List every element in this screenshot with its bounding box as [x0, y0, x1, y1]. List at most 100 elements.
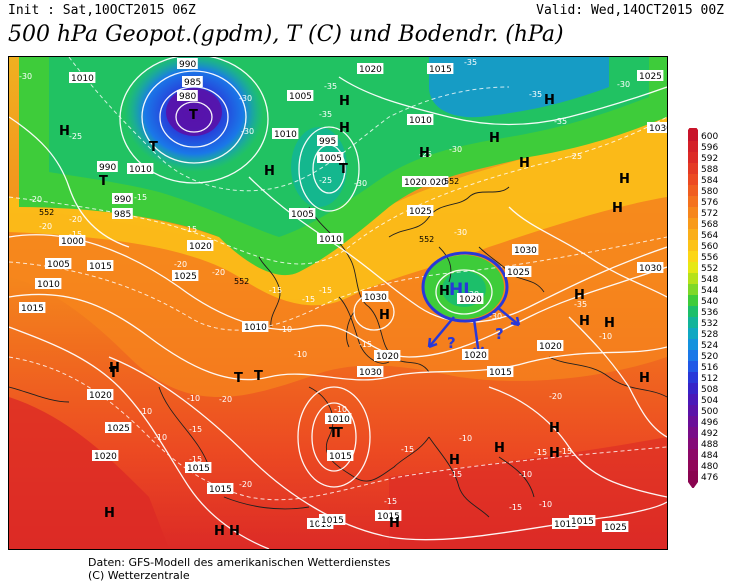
legend-value: 540: [701, 297, 718, 307]
pressure-label: 990: [179, 60, 196, 70]
pressure-label-box: [637, 262, 664, 273]
high-pressure-center: H: [494, 441, 505, 456]
height-label: 552: [39, 208, 54, 217]
high-pressure-center: H: [604, 316, 615, 331]
cold-pool-north: [429, 57, 609, 118]
temperature-label: -10: [139, 407, 152, 416]
pressure-label: 1020: [376, 352, 399, 362]
header: Init : Sat,10OCT2015 06Z Valid: Wed,14OC…: [8, 3, 724, 21]
temperature-label: -35: [574, 300, 587, 309]
temperature-label: -15: [449, 470, 462, 479]
pressure-label-box: [422, 176, 449, 187]
pressure-label: 1025: [639, 72, 662, 82]
pressure-label-box: [357, 366, 384, 377]
pressure-label: 1030: [639, 264, 662, 274]
temperature-label: -35: [554, 117, 567, 126]
temperature-label: -10: [599, 332, 612, 341]
pressure-label: 1025: [409, 207, 432, 217]
pressure-label-box: [172, 270, 199, 281]
high-pressure-center: H: [59, 124, 70, 139]
pressure-label-box: [357, 63, 384, 74]
legend-arrow-top: [688, 128, 698, 130]
temperature-label: -20: [239, 480, 252, 489]
legend-swatch: [688, 262, 698, 273]
temperature-label: -10: [279, 325, 292, 334]
map-title: 500 hPa Geopot.(gpdm), T (C) und Bodendr…: [8, 22, 564, 47]
temperature-label: -20: [69, 215, 82, 224]
pressure-label: 1010: [327, 415, 350, 425]
temperature-label: -30: [466, 290, 479, 299]
pressure-label: 1015: [554, 520, 577, 530]
pressure-label-box: [127, 163, 154, 174]
pressure-label-box: [362, 291, 389, 302]
annotation: HL ? ?: [421, 251, 521, 356]
pressure-label: 1010: [244, 323, 267, 333]
legend-swatch: [688, 207, 698, 218]
legend-value: 592: [701, 154, 718, 164]
pressure-label: 1020: [94, 452, 117, 462]
temperature-label: -15: [184, 225, 197, 234]
legend-swatch: [688, 284, 698, 295]
pressure-label: 985: [184, 78, 201, 88]
temperature-label: -10: [539, 500, 552, 509]
legend-value: 484: [701, 451, 718, 461]
legend-arrow-bottom: [688, 482, 698, 488]
high-pressure-center: H: [214, 524, 225, 539]
temperature-label: -25: [319, 176, 332, 185]
legend-value: 580: [701, 187, 718, 197]
high-pressure-center: H: [574, 288, 585, 303]
annotation-circle: [421, 251, 509, 323]
pressure-label: 1020: [404, 178, 427, 188]
annotation-arrowhead-se: [510, 316, 521, 327]
temperature-label: -15: [189, 425, 202, 434]
high-pressure-center: H: [579, 314, 590, 329]
pressure-label: 1015: [489, 368, 512, 378]
pressure-label: 1005: [289, 92, 312, 102]
legend-swatch: [688, 196, 698, 207]
pressure-label: 985: [114, 210, 131, 220]
height-label: 552: [444, 177, 459, 186]
legend-swatch: [688, 229, 698, 240]
temperature-label: -35: [529, 90, 542, 99]
pressure-label: 980: [179, 92, 196, 102]
pressure-label: 1000: [61, 237, 84, 247]
legend-swatch: [688, 251, 698, 262]
high-pressure-center: H: [104, 506, 115, 521]
pressure-label: 1015: [187, 464, 210, 474]
legend-value: 600: [701, 132, 718, 142]
legend-value: 576: [701, 198, 718, 208]
annotation-arrow-sw: [428, 316, 455, 348]
legend-swatch: [688, 350, 698, 361]
temperature-label: -35: [319, 110, 332, 119]
legend-value: 500: [701, 407, 718, 417]
temperature-label: -30: [449, 145, 462, 154]
pressure-label: 1025: [507, 268, 530, 278]
legend-value: 504: [701, 396, 718, 406]
pressure-label: 1005: [291, 210, 314, 220]
legend-swatch: [688, 130, 698, 141]
temperature-label: -10: [519, 470, 532, 479]
pressure-label-box: [242, 321, 269, 332]
high-pressure-center: H: [619, 172, 630, 187]
pressure-label: 1020: [464, 351, 487, 361]
legend-value: 564: [701, 231, 718, 241]
legend-swatch: [688, 438, 698, 449]
pressure-label: 1020: [459, 295, 482, 305]
legend-swatch: [688, 361, 698, 372]
pressure-label-box: [325, 413, 352, 424]
pressure-label-box: [407, 205, 434, 216]
pressure-label-box: [374, 350, 401, 361]
high-pressure-center: H: [449, 453, 460, 468]
low-pressure-center: T: [234, 371, 243, 386]
legend-value: 488: [701, 440, 718, 450]
isotherms: [9, 57, 667, 501]
annotation-arrowhead-sw: [427, 337, 438, 349]
legend-swatch: [688, 163, 698, 174]
legend-swatch: [688, 141, 698, 152]
temperature-label: -30: [19, 72, 32, 81]
pressure-label-box: [537, 340, 564, 351]
pressure-label-box: [69, 72, 96, 83]
legend-swatch: [688, 416, 698, 427]
